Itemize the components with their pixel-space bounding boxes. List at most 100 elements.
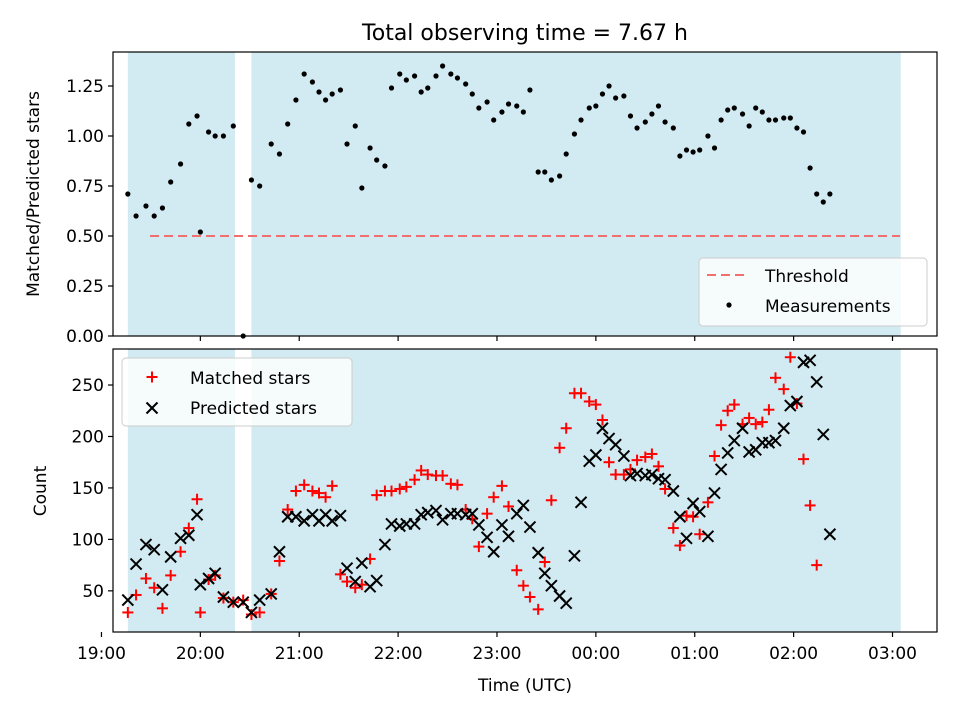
matched-star-point [532, 603, 544, 615]
matched-star-point [596, 414, 608, 426]
x-tick-label: 19:00 [77, 644, 126, 664]
measurement-point [563, 151, 569, 157]
measurement-point [571, 131, 578, 137]
measurement-point [725, 107, 731, 113]
measurement-point [505, 101, 512, 107]
matched-star-point [769, 372, 781, 384]
measurement-point [827, 191, 833, 197]
measurement-point [352, 123, 358, 129]
matched-star-point [140, 572, 152, 584]
measurement-point [425, 85, 431, 91]
measurement-point [448, 71, 454, 77]
matched-star-point [756, 416, 768, 428]
measurement-point [697, 147, 703, 153]
matched-star-point [575, 387, 587, 399]
predicted-star-point [297, 514, 311, 528]
matched-star-point [334, 568, 346, 580]
matched-star-point [539, 556, 551, 568]
measurement-point [535, 169, 541, 175]
predicted-star-point [164, 550, 177, 564]
predicted-star-point [370, 574, 383, 587]
legend-measurements-label: Measurements [765, 297, 891, 317]
matched-star-point [681, 510, 693, 522]
measurement-point [337, 87, 344, 93]
predicted-star-point [589, 448, 603, 462]
predicted-star-point [510, 507, 523, 520]
matched-star-point [728, 399, 740, 411]
measurement-point [731, 105, 737, 111]
matched-star-point [603, 456, 615, 468]
top-y-tick-label: 1.25 [66, 77, 104, 97]
matched-star-point [763, 404, 775, 416]
predicted-star-point [673, 510, 687, 523]
matched-star-point [496, 480, 508, 492]
predicted-star-point [355, 556, 369, 570]
predicted-star-point [334, 509, 347, 522]
measurement-point [125, 191, 131, 197]
matched-star-point [165, 569, 177, 581]
matched-star-point [386, 485, 398, 497]
matched-star-point [524, 591, 536, 603]
top-plot-frame [112, 51, 938, 337]
predicted-star-point [156, 583, 169, 597]
predicted-star-point [182, 529, 196, 542]
bottom-y-tick-label: 200 [72, 427, 104, 447]
measurement-point [230, 123, 236, 129]
matched-star-point [503, 500, 515, 512]
predicted-star-point [517, 499, 530, 512]
matched-star-point [709, 450, 721, 462]
measurement-point [329, 91, 335, 97]
legend-matched-swatch [146, 371, 158, 383]
matched-star-point [237, 594, 249, 606]
measurement-point [746, 123, 752, 129]
matched-star-point [349, 582, 361, 594]
predicted-star-point [273, 545, 286, 558]
measurement-point [753, 105, 759, 111]
matched-star-point [400, 481, 412, 493]
matched-star-point [451, 479, 463, 491]
x-tick-label: 20:00 [176, 644, 225, 664]
measurement-point [159, 205, 166, 211]
matched-star-point [694, 528, 706, 540]
measurement-point [781, 115, 787, 121]
measurement-point [800, 129, 807, 135]
measurement-point [143, 203, 149, 209]
predicted-star-point [545, 579, 558, 592]
measurement-point [476, 105, 482, 111]
matched-star-point [394, 483, 406, 495]
predicted-star-point [174, 532, 187, 545]
measurement-point [268, 141, 274, 147]
measurement-point [285, 121, 291, 127]
matched-star-point [590, 399, 602, 411]
measurement-point [690, 149, 696, 155]
predicted-star-point [538, 567, 551, 580]
matched-star-point [148, 582, 160, 594]
measurement-point [807, 165, 813, 171]
measurement-point [177, 161, 184, 167]
legend-measurement-swatch [726, 302, 732, 308]
predicted-star-point [340, 561, 354, 575]
measurement-point [433, 73, 439, 79]
measurement-point [759, 109, 765, 115]
x-tick-label: 23:00 [472, 644, 521, 664]
measurement-point [194, 113, 200, 119]
matched-star-point [554, 442, 566, 454]
matched-star-point [326, 480, 338, 492]
measurement-point [627, 113, 634, 119]
legend-matched-marker [146, 371, 158, 383]
matched-star-point [298, 479, 310, 491]
matched-star-point [341, 576, 353, 588]
measurement-point [301, 71, 307, 77]
predicted-star-point [378, 538, 392, 551]
measurement-point [484, 99, 490, 105]
predicted-star-point [596, 422, 609, 435]
measurement-point [316, 89, 322, 95]
matched-star-points [122, 351, 823, 621]
top-shaded-interval-0 [127, 52, 235, 336]
measurement-point [621, 93, 627, 99]
predicted-star-point [487, 545, 500, 558]
matched-star-point [687, 511, 699, 523]
predicted-star-point [728, 434, 741, 447]
measurement-point [655, 103, 662, 109]
